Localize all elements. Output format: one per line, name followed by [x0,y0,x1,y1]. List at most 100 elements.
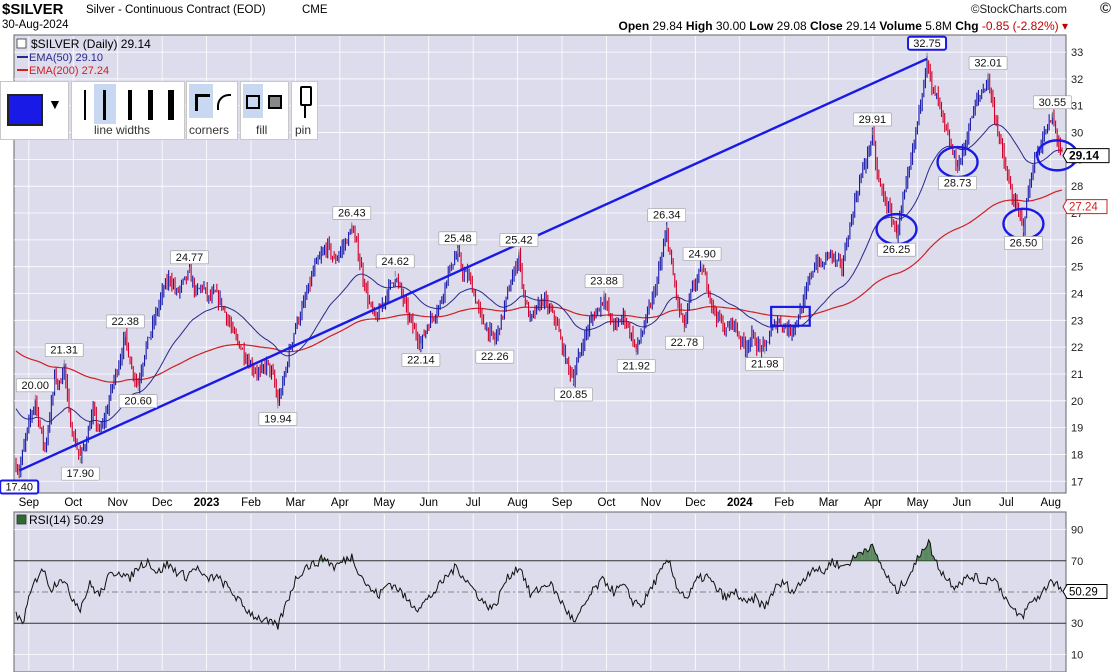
ema200-tag-text: 27.24 [1069,202,1098,214]
solid-fill-icon[interactable] [268,95,282,109]
x-tick-label: May [907,497,929,509]
y-tick-label: 22 [1071,342,1083,354]
close-label: Close [810,19,843,33]
legend-ema50: EMA(50) 29.10 [29,52,103,64]
corner-selected[interactable] [189,84,213,118]
legend: $SILVER (Daily) 29.14 EMA(50) 29.10 EMA(… [16,37,151,77]
rsi-overbought-fill [931,555,934,561]
y-tick-label: 31 [1071,101,1083,113]
x-tick-label: Apr [864,497,882,509]
price-tag-last: 29.14 [1062,148,1110,164]
dropdown-arrow-icon[interactable]: ▼ [48,96,62,112]
rsi-line [15,538,1063,630]
annotation-box [60,466,100,481]
annotation-box [475,349,515,364]
pin-icon[interactable] [300,86,312,106]
y-tick-label: 28 [1071,181,1083,193]
annotation-label: 21.31 [50,345,78,357]
legend-ema200: EMA(200) 27.24 [29,65,109,77]
price-annotations: 17.40 20.00 17.90 21.31 20.60 22.38 24.77 19.94… [0,35,1072,495]
fill-label: fill [256,123,268,137]
chart-subtitle: Silver - Continuous Contract (EOD) [86,4,266,16]
rsi-overbought-fill [864,548,866,561]
line-width-3-icon[interactable] [128,90,132,120]
x-tick-label: Nov [107,497,128,509]
fill-selected[interactable] [243,84,263,118]
y-axis: 1718192021222324252627282930313233 [1071,47,1083,488]
annotation-label: 24.90 [688,248,716,260]
rsi-overbought-fill [859,552,862,561]
annotation-label: 22.38 [111,316,139,328]
y-tick-label: 19 [1071,423,1083,435]
down-arrow-icon: ▾ [1061,19,1068,33]
line-width-1-icon[interactable] [84,90,86,120]
annotation-box [401,353,441,367]
round-corner-icon[interactable] [217,94,231,110]
line-widths-label: line widths [94,123,151,137]
color-picker[interactable]: ▼ [0,81,69,140]
rsi-panel [13,511,1067,672]
annotation-label: 30.55 [1039,97,1067,109]
color-swatch[interactable] [7,94,43,126]
annotation-box [665,335,704,350]
rsi-tick-label: 30 [1071,618,1083,630]
annotation-box [1033,95,1072,110]
y-tick-label: 23 [1071,315,1083,327]
last-price-tag-shape [1062,148,1110,164]
no-fill-icon[interactable] [246,95,260,109]
annotation-label: 32.01 [974,58,1002,70]
close-value: 29.14 [846,19,877,33]
copyright-icon[interactable]: © [1099,0,1111,17]
rsi-overbought-fill [870,544,873,561]
line-width-4-icon[interactable] [148,90,153,120]
annotation-label: 19.94 [264,413,292,425]
annotation-label: 17.40 [5,482,33,494]
highlight-box [770,305,811,327]
annotation-label: 21.98 [751,359,779,371]
annotation-label: 20.85 [560,389,588,401]
annotation-label: 26.43 [338,207,366,219]
rsi-overbought-fill [874,549,876,561]
y-tick-label: 20 [1071,396,1083,408]
rsi-icon [16,514,27,525]
annotation-box [877,242,916,257]
annotation-label: 28.73 [944,178,972,190]
x-axis: Sep Oct Nov Dec 2023 Feb Mar Apr May Jun Jul Aug Sep… [19,497,1061,509]
volume-value: 5.8M [925,19,952,33]
bar-chart-icon [16,38,27,49]
rsi-tick-label: 70 [1071,556,1083,568]
annotation-label: 22.78 [671,337,699,349]
x-tick-label: Dec [685,497,706,509]
x-tick-label: Sep [552,497,572,509]
pin-label: pin [295,123,312,137]
annotation-box [584,274,624,289]
annotation-box [745,357,785,371]
chart-date: 30-Aug-2024 [2,19,69,31]
ema200-tag-shape [1062,199,1108,215]
annotation-box [682,247,722,261]
x-tick-label: 2023 [194,497,220,509]
annotation-box [375,254,415,269]
line-width-2-icon[interactable] [103,90,106,120]
rsi-tag-shape [1062,584,1108,600]
annotation-box [258,412,298,426]
legend-price: $SILVER (Daily) 29.14 [31,37,151,51]
y-tick-label: 26 [1071,235,1083,247]
exchange-label: CME [302,4,328,16]
brand-label: ©StockCharts.com [970,4,1067,16]
annotation-label: 20.60 [124,396,152,408]
rsi-tick-label: 10 [1071,649,1083,661]
annotation-box [616,358,656,373]
annotation-label: 32.75 [913,38,941,50]
y-tick-label: 32 [1071,74,1083,86]
y-tick-label: 18 [1071,449,1083,461]
x-tick-label: Jul [466,497,481,509]
annotation-label: 26.25 [883,244,911,256]
annotation-box [105,314,145,329]
line-width-5-icon[interactable] [168,90,174,120]
annotation-box [499,233,539,247]
annotation-box [968,56,1008,70]
square-corner-icon[interactable] [195,94,210,111]
annotation-label: 24.62 [381,256,409,268]
